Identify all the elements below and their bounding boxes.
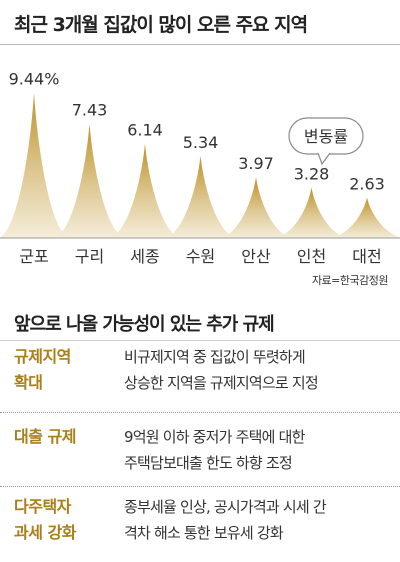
value-label: 6.14 [127,120,163,139]
peak-수원 [164,155,237,238]
policy-item: 다주택자 과세 강화 종부세율 인상, 공시가격과 시세 간 격차 해소 통한 … [0,494,400,548]
policy-label: 규제지역 확대 [14,344,118,396]
value-label: 5.34 [183,133,219,152]
value-label: 9.44% [9,70,60,89]
category-label: 세종 [130,247,159,266]
category-label: 구리 [75,247,104,266]
category-labels-layer: 군포 구리 세종 수원 안산 인천 대전 [19,247,381,266]
legend-bubble: 변동률 [288,117,364,166]
policy-label-line: 확대 [14,373,43,392]
policy-desc-line: 주택담보대출 한도 하향 조정 [124,454,293,472]
policy-label-line: 규제지역 [14,347,71,366]
peak-대전 [331,197,400,238]
policy-item: 대출 규제 9억원 이하 중저가 주택에 대한 주택담보대출 한도 하향 조정 [0,424,400,476]
policy-description: 9억원 이하 중저가 주택에 대한 주택담보대출 한도 하향 조정 [124,424,396,476]
policy-description: 종부세율 인상, 공시가격과 시세 간 격차 해소 통한 보유세 강화 [124,494,396,546]
section-title: 앞으로 나올 가능성이 있는 추가 규제 [14,314,275,335]
price-change-chart: 9.44% 7.43 6.14 5.34 3.97 3.28 2.63 군포 구리 세종 수원 안산… [0,70,400,266]
title-divider [0,44,400,45]
policy-item: 규제지역 확대 비규제지역 중 집값이 뚜렷하게 상승한 지역을 규제지역으로 … [0,344,400,406]
policy-label-line: 대출 규제 [14,427,76,446]
section-divider [0,340,400,341]
chart-title: 최근 3개월 집값이 많이 오른 주요 지역 [14,14,308,36]
policy-label-line: 과세 강화 [14,523,76,542]
policy-description: 비규제지역 중 집값이 뚜렷하게 상승한 지역을 규제지역으로 지정 [124,344,396,396]
policy-label: 다주택자 과세 강화 [14,494,118,546]
value-labels-layer: 9.44% 7.43 6.14 5.34 3.97 3.28 2.63 [9,70,385,194]
category-label: 대전 [352,247,381,266]
category-label: 안산 [241,247,271,266]
value-label: 3.97 [238,154,274,173]
policy-desc-line: 상승한 지역을 규제지역으로 지정 [124,374,319,392]
source-note: 자료=한국감정원 [311,274,389,287]
policy-desc-line: 비규제지역 중 집값이 뚜렷하게 [124,348,306,366]
category-label: 군포 [19,247,48,266]
policy-label: 대출 규제 [14,424,118,450]
item-divider [0,486,400,487]
policy-desc-line: 9억원 이하 중저가 주택에 대한 [124,428,305,446]
policy-desc-line: 격차 해소 통한 보유세 강화 [124,524,284,542]
policy-label-line: 다주택자 [14,497,71,516]
value-label: 2.63 [349,174,385,193]
item-divider [0,412,400,413]
category-label: 인천 [297,247,326,266]
peak-인천 [275,187,348,238]
legend-label: 변동률 [304,127,348,146]
peak-구리 [53,123,126,238]
peaks-layer [0,92,400,238]
peak-세종 [109,143,181,238]
value-label: 3.28 [294,164,330,183]
peak-군포 [0,92,70,238]
value-label: 7.43 [72,101,108,120]
legend-bubble-tail [317,152,331,166]
policy-desc-line: 종부세율 인상, 공시가격과 시세 간 [124,498,327,516]
category-label: 수원 [186,247,215,266]
peak-안산 [220,176,292,238]
